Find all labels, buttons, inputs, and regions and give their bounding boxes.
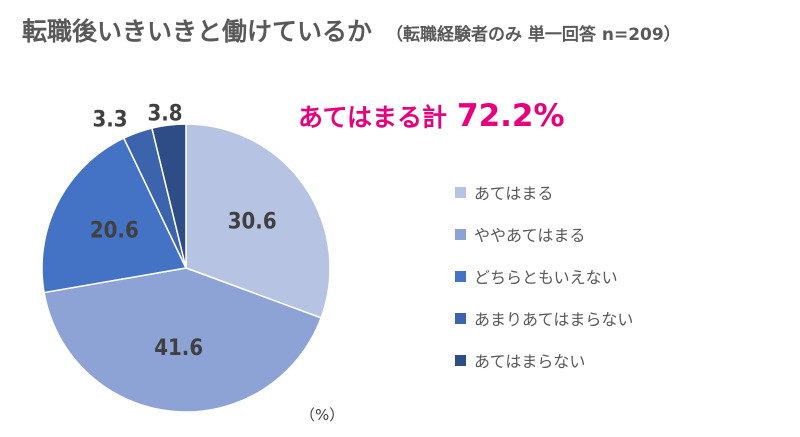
chart-subtitle: （転職経験者のみ 単一回答 n=209） <box>386 25 681 45</box>
chart-title-main: 転職後いきいきと働けているか <box>22 17 373 46</box>
legend-item-4: あまりあてはまらない <box>455 308 634 329</box>
chart-title: 転職後いきいきと働けているか （転職経験者のみ 単一回答 n=209） <box>22 12 681 48</box>
legend-label: あてはまらない <box>474 352 586 371</box>
legend-label: あてはまる <box>474 184 554 203</box>
slice-value-label-5: 3.8 <box>147 102 182 127</box>
legend-swatch <box>455 270 466 282</box>
legend-swatch <box>455 354 466 366</box>
unit-label: （%） <box>300 406 345 424</box>
pie-slice-3 <box>41 137 188 294</box>
legend-label: ややあてはまる <box>474 226 586 245</box>
legend-item-2: ややあてはまる <box>455 224 633 245</box>
legend: あてはまるややあてはまるどちらともいえない あまりあてはまらない あてはまらない <box>455 182 633 392</box>
legend-swatch <box>455 186 466 198</box>
pie-slice-5 <box>151 123 187 269</box>
pie-slice-2 <box>43 267 323 413</box>
summary-value: 72.2% <box>457 98 565 134</box>
summary-label: あてはまる計 <box>298 103 448 132</box>
legend-swatch <box>455 228 466 240</box>
legend-item-1: あてはまる <box>455 182 633 203</box>
slice-value-label-2: 41.6 <box>154 336 203 361</box>
legend-label: どちらともいえない <box>474 268 618 287</box>
summary-callout: あてはまる計 72.2% <box>298 98 565 134</box>
legend-swatch <box>455 312 466 324</box>
legend-item-5: あてはまらない <box>455 350 633 371</box>
slice-value-label-4: 3.3 <box>92 108 127 133</box>
slice-value-label-1: 30.6 <box>228 209 277 234</box>
legend-item-3: どちらともいえない <box>455 266 633 287</box>
slice-value-label-3: 20.6 <box>90 219 139 244</box>
pie-slice-1 <box>185 123 331 319</box>
legend-label: あまりあてはまらない <box>474 310 634 329</box>
